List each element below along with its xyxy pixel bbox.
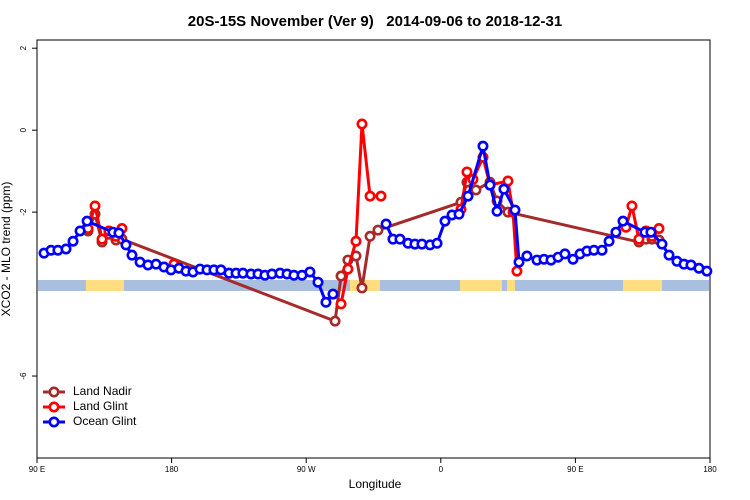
y-tick-label: -2	[19, 208, 28, 216]
data-point	[511, 265, 523, 277]
data-point	[617, 215, 629, 227]
data-point	[559, 248, 571, 260]
data-point	[453, 208, 465, 220]
y-axis-label: XCO2 - MLO trend (ppm)	[0, 182, 13, 317]
data-point	[320, 296, 332, 308]
data-point	[364, 230, 376, 242]
data-point	[329, 315, 341, 327]
data-point	[567, 253, 579, 265]
data-point	[513, 256, 525, 268]
data-point	[96, 233, 108, 245]
data-point	[356, 282, 368, 294]
data-point	[304, 266, 316, 278]
y-tick-label: 0	[19, 127, 28, 132]
plot-frame	[36, 39, 711, 459]
land-band	[623, 280, 662, 291]
data-point	[470, 184, 482, 196]
data-point	[372, 224, 384, 236]
data-point	[350, 235, 362, 247]
data-point	[603, 235, 615, 247]
legend-label: Land Glint	[73, 399, 128, 413]
data-point	[89, 200, 101, 212]
y-tick-label: 2	[19, 45, 28, 50]
data-point	[521, 250, 533, 262]
chart-title: 20S-15S November (Ver 9) 2014-09-06 to 2…	[188, 13, 562, 30]
legend-marker	[48, 416, 60, 428]
x-tick-label: 0	[439, 465, 444, 474]
data-point	[126, 249, 138, 261]
data-point	[364, 190, 376, 202]
data-point	[342, 263, 354, 275]
x-tick-label: 90 E	[567, 465, 583, 474]
data-point	[431, 237, 443, 249]
data-point	[509, 204, 521, 216]
data-point	[477, 140, 489, 152]
data-point	[356, 118, 368, 130]
data-point	[462, 190, 474, 202]
data-point	[335, 298, 347, 310]
legend-marker	[48, 386, 60, 398]
data-point	[375, 190, 387, 202]
data-point	[67, 235, 79, 247]
data-point	[335, 270, 347, 282]
x-tick-label: 180	[703, 465, 717, 474]
data-point	[60, 243, 72, 255]
x-tick-label: 180	[165, 465, 179, 474]
data-point	[491, 205, 503, 217]
legend-label: Ocean Glint	[73, 414, 137, 428]
data-point	[663, 249, 675, 261]
data-point	[626, 200, 638, 212]
data-point	[701, 265, 713, 277]
data-point	[327, 288, 339, 300]
data-point	[81, 215, 93, 227]
data-point	[656, 238, 668, 250]
data-point	[394, 233, 406, 245]
data-point	[439, 215, 451, 227]
data-point	[645, 226, 657, 238]
data-point	[498, 183, 510, 195]
data-point	[120, 239, 132, 251]
data-point	[461, 166, 473, 178]
surface-band	[38, 280, 709, 291]
data-point	[380, 218, 392, 230]
data-point	[74, 225, 86, 237]
land-band	[507, 280, 515, 291]
land-band	[86, 280, 124, 291]
x-tick-label: 90 E	[29, 465, 45, 474]
x-axis-label: Longitude	[349, 477, 402, 491]
y-tick-label: -6	[19, 372, 28, 380]
data-point	[596, 244, 608, 256]
legend-marker	[48, 401, 60, 413]
data-point	[502, 175, 514, 187]
data-point	[312, 276, 324, 288]
legend-label: Land Nadir	[73, 384, 132, 398]
x-tick-label: 90 W	[297, 465, 316, 474]
data-point	[610, 226, 622, 238]
data-point	[633, 233, 645, 245]
land-band	[460, 280, 502, 291]
data-point	[113, 227, 125, 239]
data-point	[484, 179, 496, 191]
